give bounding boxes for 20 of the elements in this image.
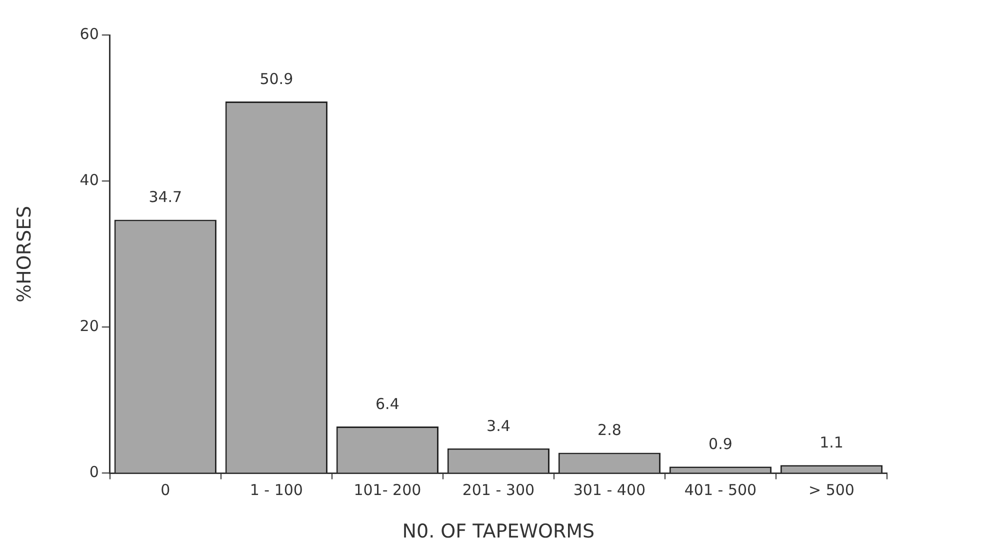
x-axis-title: N0. OF TAPEWORMS [402, 520, 595, 543]
data-label: 6.4 [376, 394, 400, 413]
data-label: 34.7 [148, 188, 182, 206]
x-tick-label: > 500 [808, 481, 854, 500]
x-tick-label: 401 - 500 [684, 481, 757, 500]
y-tick-label: 20 [80, 317, 99, 336]
x-tick-label: 0 [160, 481, 170, 500]
y-tick-label: 40 [80, 170, 99, 189]
y-tick-label: 60 [80, 24, 99, 43]
data-label: 50.9 [260, 70, 294, 88]
x-tick-label: 201 - 300 [462, 481, 535, 500]
x-tick-label: 301 - 400 [573, 481, 646, 500]
data-label: 3.4 [486, 416, 510, 435]
y-tick-label: 0 [89, 463, 99, 482]
x-tick-label: 1 - 100 [250, 481, 303, 500]
data-label: 0.9 [708, 435, 732, 454]
y-axis-title: %HORSES [13, 206, 36, 302]
data-label: 2.8 [598, 421, 622, 440]
x-tick-label: 101- 200 [354, 481, 422, 500]
data-label: 1.1 [820, 434, 844, 452]
